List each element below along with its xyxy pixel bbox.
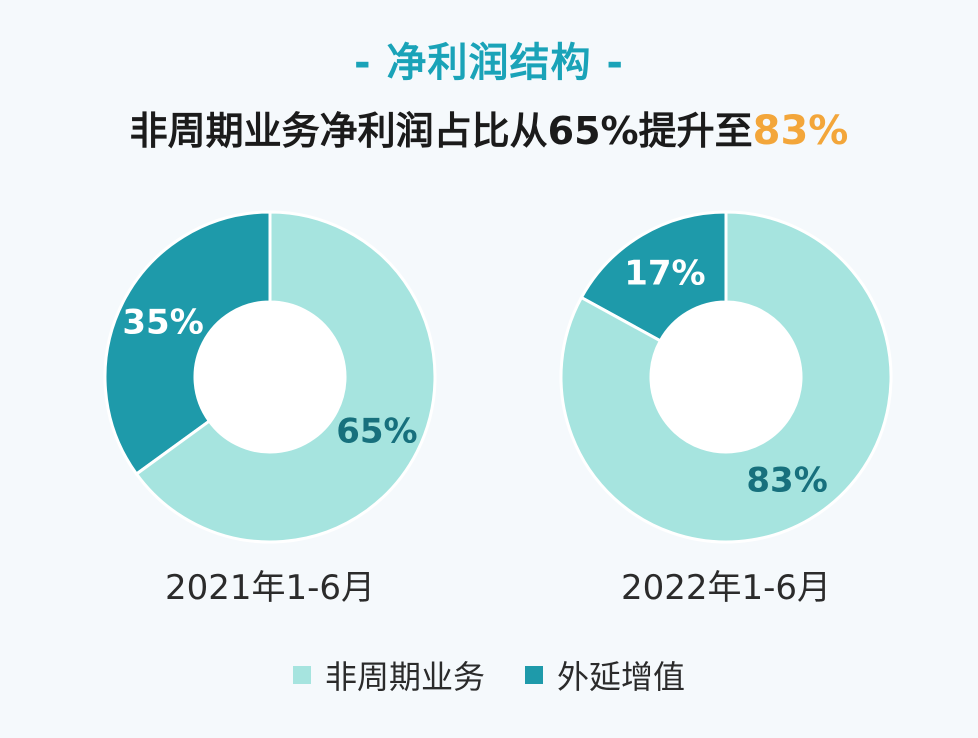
donut-2022-label-extension: 17% — [624, 254, 705, 294]
legend-item-non-cyclical: 非周期业务 — [292, 652, 485, 698]
legend-swatch-non-cyclical — [292, 666, 311, 684]
period-label-2022: 2022年1-6月 — [620, 568, 832, 608]
legend-swatch-extension — [525, 666, 543, 684]
headline-highlight: 83% — [752, 108, 849, 154]
legend-label-extension: 外延增值 — [557, 658, 686, 696]
donut-2022-label-non-cyclical: 83% — [746, 460, 827, 500]
headline: 非周期业务净利润占比从65%提升至83% — [0, 100, 978, 155]
donut-2021-label-extension: 35% — [122, 303, 203, 343]
legend-label-non-cyclical: 非周期业务 — [324, 658, 485, 696]
period-label-2021: 2021年1-6月 — [164, 568, 376, 608]
donut-2021-hole — [195, 302, 345, 452]
headline-text: 非周期业务净利润占比从65%提升至 — [129, 109, 753, 153]
legend-item-extension: 外延增值 — [525, 652, 685, 698]
donut-2022-hole — [651, 302, 801, 452]
legend: 非周期业务 外延增值 — [0, 652, 978, 698]
donut-2021-label-non-cyclical: 65% — [336, 411, 417, 451]
section-title: - 净利润结构 - — [353, 40, 625, 86]
